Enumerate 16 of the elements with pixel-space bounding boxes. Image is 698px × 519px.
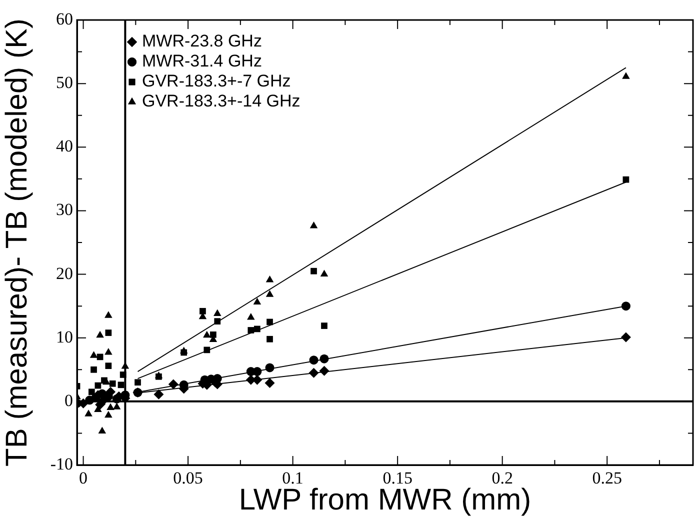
y-tick-label: 60 [56,9,73,28]
legend-label: MWR-23.8 GHz [142,32,262,51]
legend-label: MWR-31.4 GHz [142,52,262,71]
legend-label: GVR-183.3+-14 GHz [142,92,300,111]
x-tick-label: 0.05 [173,468,203,488]
y-axis-title: TB (measured)- TB (modeled) (K) [0,18,34,466]
y-tick-label: 20 [56,264,73,283]
y-tick-label: 0 [64,390,73,410]
y-tick-label: 30 [56,200,73,220]
legend-label: GVR-183.3+-7 GHz [142,72,291,91]
y-tick-label: 10 [56,327,73,346]
y-tick-label: 50 [56,73,73,92]
y-tick-label: -10 [50,454,73,474]
y-tick-label: 40 [56,136,73,156]
x-tick-label: 0 [79,468,88,488]
x-tick-label: 0.25 [592,468,622,488]
